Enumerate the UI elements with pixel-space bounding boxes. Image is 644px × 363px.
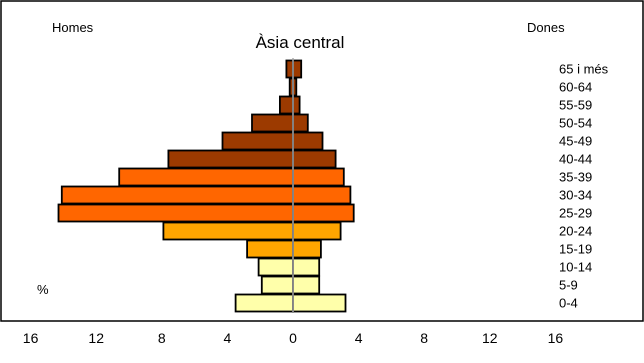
category-label: 35-39 [559, 170, 592, 185]
bar-left-20-24 [162, 221, 294, 241]
bars-layer [57, 59, 355, 313]
bar-right-45-49 [292, 131, 324, 151]
category-label: 45-49 [559, 134, 592, 149]
unit-label: % [37, 282, 49, 297]
bar-right-40-44 [292, 149, 337, 169]
bar-right-15-19 [292, 239, 322, 259]
bar-left-65-i-més [285, 59, 294, 79]
bar-right-10-14 [292, 257, 321, 277]
x-tick-label: 12 [482, 330, 498, 346]
bar-left-55-59 [278, 95, 294, 115]
bar-right-55-59 [292, 95, 301, 115]
bar-right-35-39 [292, 167, 345, 187]
bar-right-20-24 [292, 221, 342, 241]
category-label: 50-54 [559, 116, 592, 131]
bar-left-30-34 [60, 185, 294, 205]
bar-right-0-4 [292, 293, 347, 313]
x-tick-label: 12 [88, 330, 104, 346]
x-tick-label: 16 [548, 330, 564, 346]
x-tick-label: 8 [420, 330, 428, 346]
bar-right-65-i-més [292, 59, 303, 79]
category-labels: 0-4 5-9 10-14 15-19 20-24 25-29 30-34 35-39 40-4… [559, 62, 609, 311]
bar-left-10-14 [257, 257, 294, 277]
bar-right-50-54 [292, 113, 309, 133]
category-label: 65 i més [559, 62, 609, 77]
chart-title: Àsia central [256, 33, 345, 52]
bar-left-45-49 [221, 131, 294, 151]
category-label: 20-24 [559, 224, 592, 239]
bar-right-25-29 [292, 203, 355, 223]
x-tick-label: 16 [23, 330, 39, 346]
x-axis-ticks: 16 12 8 4 0 4 8 12 16 [23, 330, 564, 346]
category-label: 15-19 [559, 242, 592, 257]
bar-left-40-44 [167, 149, 294, 169]
category-label: 55-59 [559, 98, 592, 113]
x-tick-label: 4 [224, 330, 232, 346]
x-tick-label: 8 [158, 330, 166, 346]
x-tick-label: 0 [289, 330, 297, 346]
bar-right-5-9 [292, 275, 321, 295]
bar-left-0-4 [234, 293, 294, 313]
bar-left-5-9 [260, 275, 294, 295]
bar-left-35-39 [118, 167, 294, 187]
category-label: 25-29 [559, 206, 592, 221]
bar-right-30-34 [292, 185, 352, 205]
category-label: 0-4 [559, 296, 578, 311]
x-tick-label: 4 [355, 330, 363, 346]
bar-left-50-54 [251, 113, 294, 133]
right-side-label: Dones [527, 20, 565, 35]
bar-left-25-29 [57, 203, 294, 223]
category-label: 60-64 [559, 80, 592, 95]
category-label: 40-44 [559, 152, 592, 167]
left-side-label: Homes [52, 20, 94, 35]
category-label: 30-34 [559, 188, 592, 203]
category-label: 10-14 [559, 260, 592, 275]
category-label: 5-9 [559, 278, 578, 293]
bar-left-15-19 [246, 239, 294, 259]
